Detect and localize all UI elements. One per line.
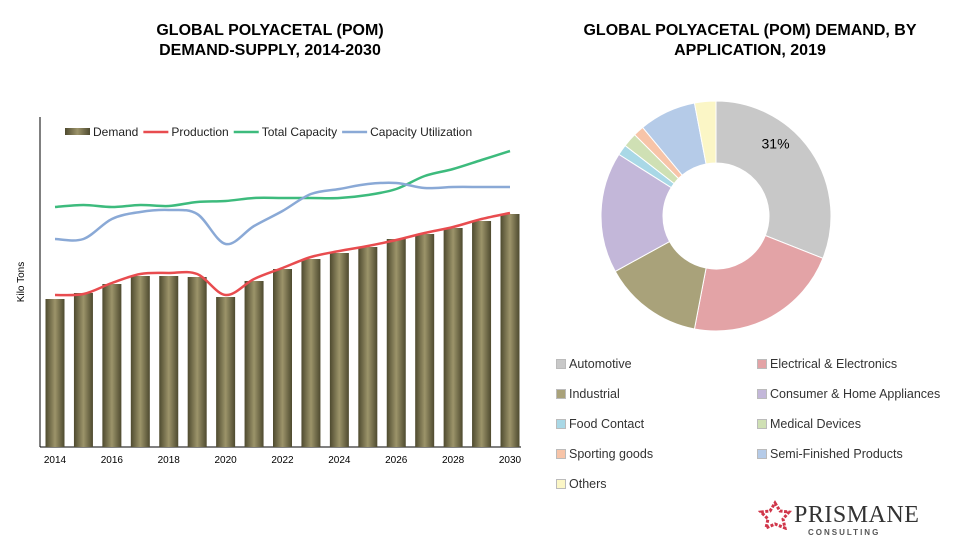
- bar-demand-2014: [45, 299, 65, 447]
- legend-swatch-demand: [65, 128, 90, 135]
- legend-item: Industrial: [556, 387, 620, 401]
- legend-label: Total Capacity: [262, 125, 337, 139]
- bar-demand-2021: [244, 281, 264, 447]
- legend-swatch: [757, 419, 767, 429]
- line-production: [54, 211, 511, 297]
- legend-swatch: [556, 449, 566, 459]
- x-tick-label: 2020: [215, 455, 238, 466]
- legend-item: Others: [556, 477, 607, 491]
- title-line: GLOBAL POLYACETAL (POM): [156, 22, 384, 39]
- line-total-capacity: [54, 149, 511, 209]
- x-tick-label: 2022: [271, 455, 294, 466]
- bar-demand-2026: [386, 239, 406, 447]
- legend-item: Semi-Finished Products: [757, 447, 903, 461]
- donut-slice-automotive: [715, 100, 832, 259]
- legend-item: Sporting goods: [556, 447, 653, 461]
- donut-slice-others: [693, 100, 717, 165]
- legend-label: Medical Devices: [770, 417, 862, 431]
- x-tick-label: 2016: [101, 455, 124, 466]
- legend-label: Industrial: [569, 387, 620, 401]
- legend-swatch: [556, 419, 566, 429]
- prismane-logo: PRISMANE CONSULTING: [758, 500, 920, 537]
- legend-label: Electrical & Electronics: [770, 357, 898, 371]
- legend-label: Semi-Finished Products: [770, 447, 903, 461]
- bar-chart-title: GLOBAL POLYACETAL (POM) DEMAND-SUPPLY, 2…: [60, 21, 480, 61]
- title-line: DEMAND-SUPPLY, 2014-2030: [159, 42, 381, 59]
- legend-swatch: [556, 359, 566, 369]
- line-capacity-utilization: [54, 181, 511, 246]
- bar-demand-2028: [443, 228, 463, 447]
- x-tick-label: 2018: [158, 455, 181, 466]
- y-axis-label: Kilo Tons: [16, 262, 27, 302]
- legend-label: Food Contact: [569, 417, 645, 431]
- bar-demand-2029: [472, 221, 492, 447]
- legend-label: Production: [171, 125, 228, 139]
- legend-label: Sporting goods: [569, 447, 654, 461]
- legend-swatch: [757, 359, 767, 369]
- x-tick-label: 2028: [442, 455, 465, 466]
- legend-item: Medical Devices: [757, 417, 861, 431]
- bar-demand-2020: [216, 297, 236, 447]
- legend-item: Electrical & Electronics: [757, 357, 897, 371]
- bar-demand-2030: [500, 214, 520, 447]
- legend-swatch: [757, 389, 767, 399]
- logo-star-icon: [758, 500, 792, 530]
- bar-demand-2015: [73, 293, 93, 447]
- x-tick-label: 2026: [385, 455, 408, 466]
- bar-demand-2019: [187, 277, 207, 447]
- x-tick-label: 2030: [499, 455, 522, 466]
- x-tick-label: 2024: [328, 455, 351, 466]
- legend-swatch: [556, 479, 566, 489]
- legend-swatch: [556, 389, 566, 399]
- bar-demand-2017: [130, 276, 150, 447]
- legend-label: Automotive: [569, 357, 632, 371]
- donut-slice-electrical-electronics: [693, 234, 824, 332]
- bar-demand-2025: [358, 247, 378, 447]
- bar-demand-2016: [102, 284, 122, 447]
- legend-swatch: [757, 449, 767, 459]
- bar-demand-2023: [301, 259, 321, 447]
- title-line: GLOBAL POLYACETAL (POM) DEMAND, BY: [583, 22, 917, 39]
- legend-item: Consumer & Home Appliances: [757, 387, 940, 401]
- donut-chart-title: GLOBAL POLYACETAL (POM) DEMAND, BY APPLI…: [540, 21, 959, 61]
- legend-label: Capacity Utilization: [370, 125, 472, 139]
- legend-label: Consumer & Home Appliances: [770, 387, 941, 401]
- x-tick-label: 2014: [44, 455, 67, 466]
- title-line: APPLICATION, 2019: [674, 42, 826, 59]
- bar-demand-2018: [159, 276, 179, 447]
- logo-name: PRISMANE: [794, 501, 920, 528]
- bar-demand-2022: [273, 269, 292, 447]
- legend-label: Others: [569, 477, 607, 491]
- bar-demand-2024: [329, 253, 349, 447]
- slice-data-label: 31%: [762, 135, 790, 151]
- legend-label: Demand: [93, 125, 138, 139]
- logo-sub: CONSULTING: [808, 528, 881, 537]
- legend-item: Food Contact: [556, 417, 644, 431]
- bar-demand-2027: [415, 234, 435, 447]
- legend-item: Automotive: [556, 357, 632, 371]
